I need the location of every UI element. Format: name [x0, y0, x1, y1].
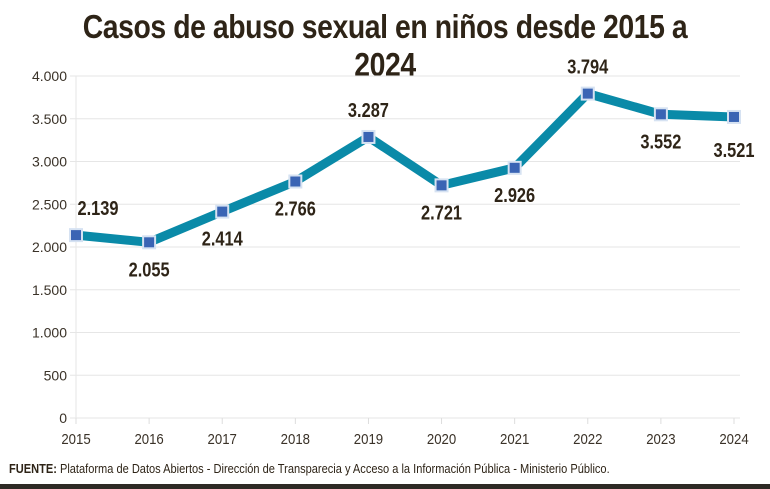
data-point-marker [215, 204, 230, 219]
y-tick-label: 4.000 [32, 68, 67, 84]
data-point-marker [361, 129, 376, 144]
data-label: 2.926 [494, 183, 535, 206]
data-label: 3.287 [348, 98, 389, 121]
data-label: 2.055 [129, 258, 170, 281]
data-label: 2.721 [421, 201, 462, 224]
data-label: 2.139 [78, 197, 119, 220]
y-tick-label: 3.000 [32, 154, 67, 170]
source-text: Plataforma de Datos Abiertos - Dirección… [56, 461, 610, 476]
data-point-marker [580, 86, 595, 101]
x-tick-label: 2016 [134, 430, 163, 447]
chart-title: Casos de abuso sexual en niños desde 201… [82, 8, 688, 83]
data-point-marker [142, 235, 157, 250]
data-label: 2.766 [275, 197, 316, 220]
y-tick-label: 2.000 [32, 239, 67, 255]
source-note: FUENTE: Plataforma de Datos Abiertos - D… [9, 461, 610, 476]
y-tick-label: 1.500 [32, 282, 67, 298]
x-tick-label: 2021 [500, 430, 529, 447]
y-tick-label: 0 [59, 410, 67, 426]
x-tick-label: 2022 [573, 430, 602, 447]
bottom-rule [0, 484, 770, 489]
data-label: 3.552 [640, 130, 681, 153]
data-point-marker [288, 174, 303, 189]
y-tick-label: 3.500 [32, 111, 67, 127]
data-point-marker [507, 160, 522, 175]
y-tick-label: 500 [44, 367, 68, 383]
y-tick-label: 2.500 [32, 196, 67, 212]
x-tick-label: 2015 [61, 430, 90, 447]
data-point-marker [69, 228, 83, 243]
data-label: 3.521 [714, 138, 755, 161]
x-tick-label: 2017 [208, 430, 237, 447]
x-tick-label: 2019 [354, 430, 383, 447]
series-line [75, 88, 735, 247]
x-tick-label: 2024 [719, 430, 748, 447]
x-tick-label: 2023 [646, 430, 675, 447]
y-tick-label: 1.000 [32, 325, 67, 341]
data-label: 2.414 [202, 227, 244, 250]
data-point-marker [434, 178, 449, 193]
data-point-marker [653, 107, 668, 122]
x-tick-label: 2020 [427, 430, 456, 447]
source-label: FUENTE: [9, 461, 57, 476]
data-point-marker [727, 109, 741, 124]
data-label: 3.794 [567, 55, 609, 78]
x-tick-label: 2018 [281, 430, 310, 447]
